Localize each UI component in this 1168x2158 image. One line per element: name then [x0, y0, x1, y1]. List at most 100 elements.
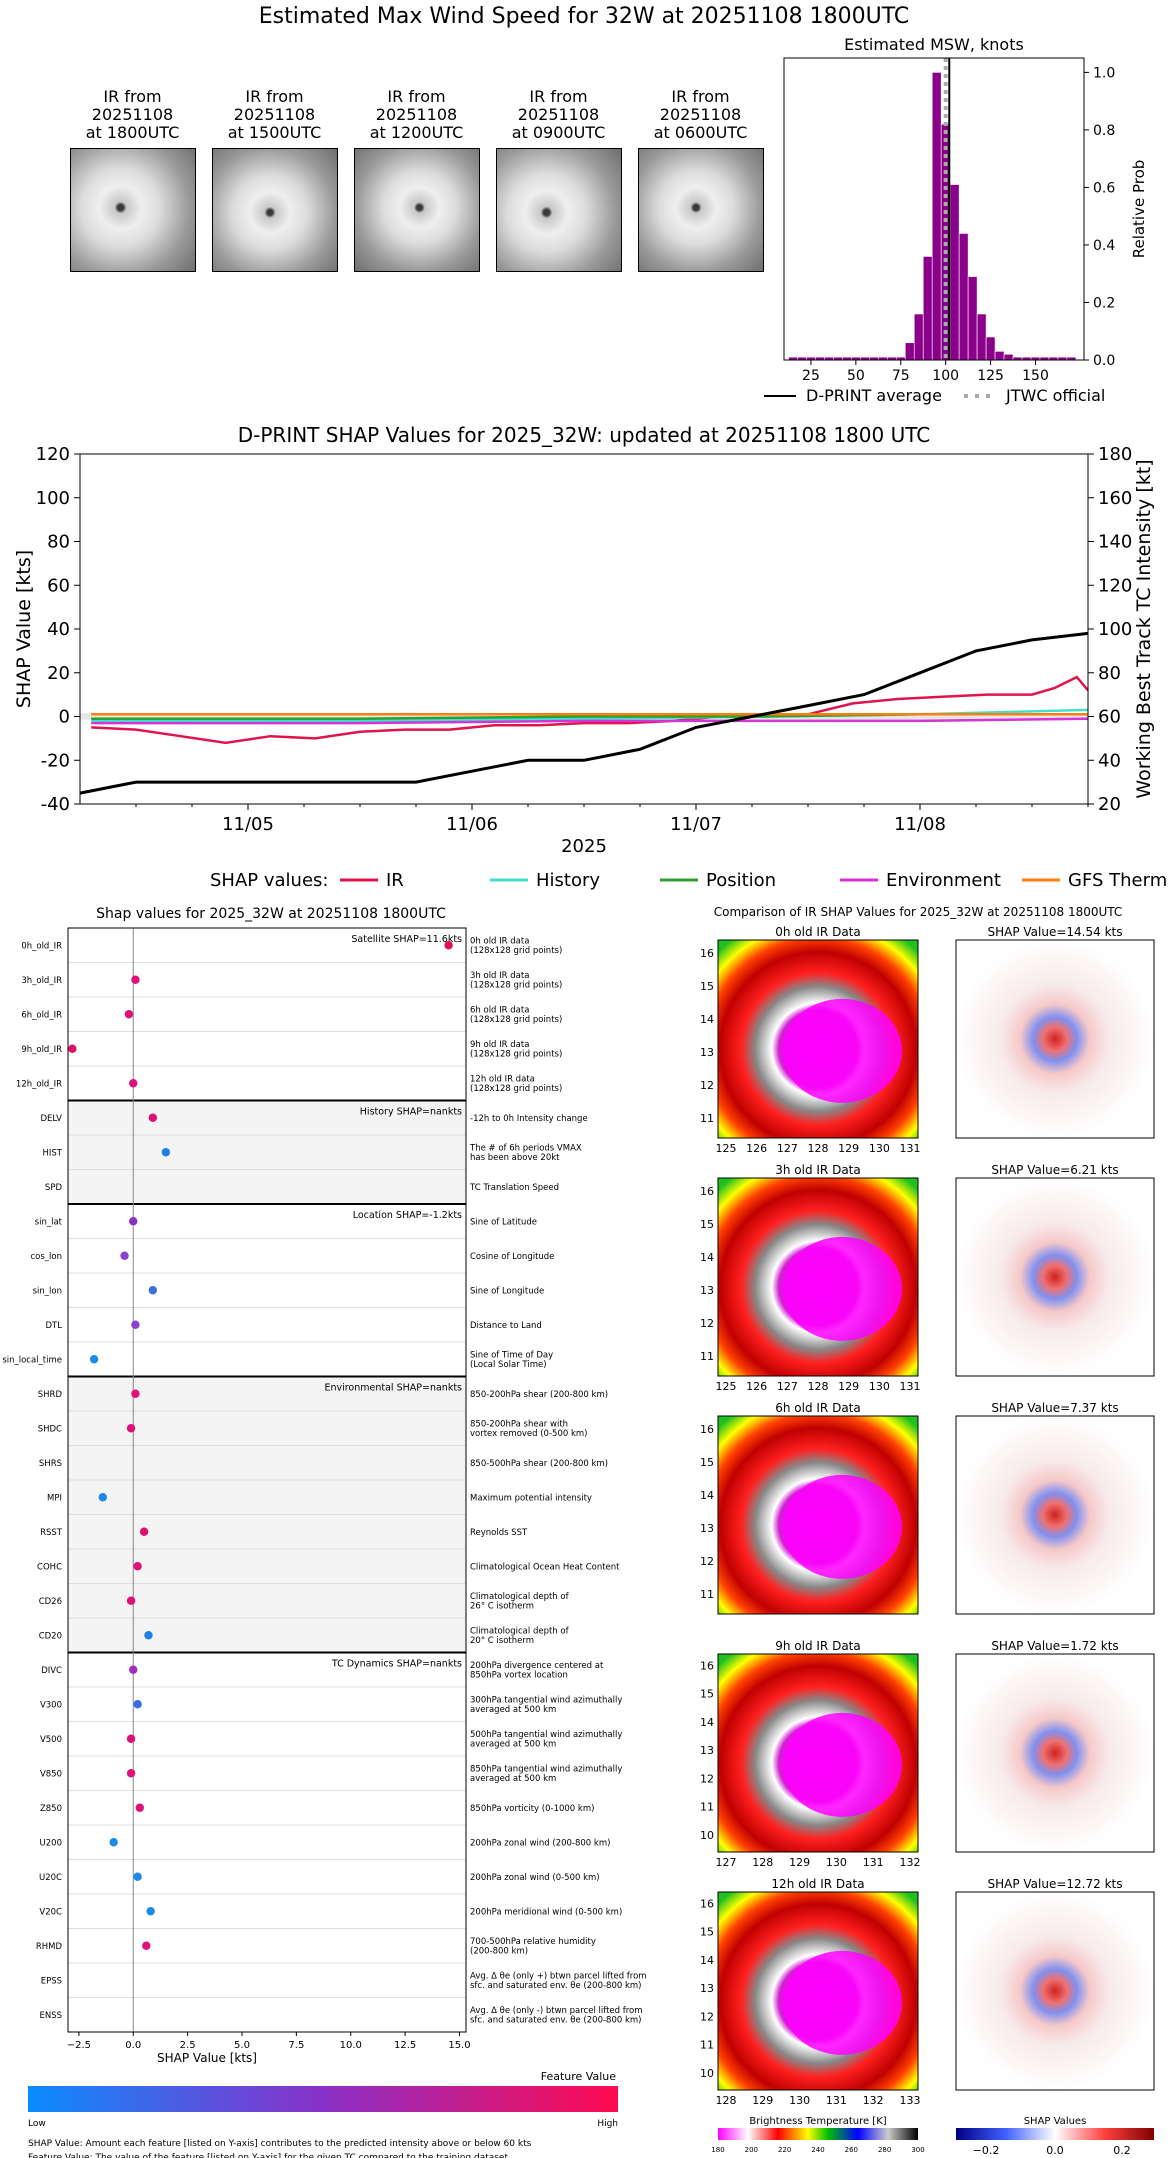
ir-xtick-label: 129 — [838, 1380, 859, 1393]
feature-xtick-label: 0.0 — [125, 2040, 141, 2051]
msw-ytick-label: 0.4 — [1093, 238, 1115, 254]
legend-dprint-label: D-PRINT average — [806, 386, 942, 405]
group-label: Satellite SHAP=11.6kts — [351, 934, 462, 945]
ts-title: D-PRINT SHAP Values for 2025_32W: update… — [238, 423, 930, 447]
group-label: History SHAP=nankts — [360, 1107, 462, 1118]
ts-ytick-label: -40 — [41, 794, 70, 815]
feature-description-line: 0h old IR data — [470, 936, 529, 946]
ir-cold-cloud-top — [782, 1236, 902, 1341]
feature-description-line: 500hPa tangential wind azimuthally — [470, 1730, 622, 1740]
ir-panel-frame — [717, 1415, 919, 1615]
ir-ytick-label: 16 — [700, 1185, 714, 1198]
msw-histogram-chart: Estimated MSW, knots 25 50 75 100 125 150 0.0 0.… — [764, 35, 1148, 405]
feature-description: 200hPa meridional wind (0-500 km) — [470, 1907, 622, 1917]
ir-thumbnail-label: IR from 20251108 at 1500UTC — [227, 87, 322, 142]
ir-thumbnail-image — [638, 148, 764, 272]
ir-ytick-label: 15 — [700, 1926, 714, 1939]
ir-xtick-label: 131 — [900, 1142, 921, 1155]
feature-xlabel: SHAP Value [kts] — [157, 2051, 257, 2065]
ts-ytick-right-label: 20 — [1098, 794, 1121, 815]
ts-legend-label: Environment — [886, 870, 1001, 891]
feature-description: 850-200hPa shear (200-800 km) — [470, 1390, 608, 1400]
msw-title: Estimated MSW, knots — [844, 35, 1024, 54]
ts-ytick-label: 80 — [47, 532, 70, 553]
shap-colorbar-tick: 0.2 — [1113, 2144, 1131, 2157]
feature-name: RSST — [40, 1528, 63, 1538]
ir-xtick-label: 131 — [826, 2094, 847, 2107]
ir-cold-cloud-top — [782, 998, 902, 1103]
ir-thumbnail-image — [354, 148, 480, 272]
shap-panel-image — [955, 1653, 1155, 1853]
msw-xtick-label: 75 — [892, 368, 910, 384]
feature-panel-title: Shap values for 2025_32W at 20251108 180… — [96, 906, 446, 922]
group-label: Location SHAP=-1.2kts — [353, 1210, 462, 1221]
feature-description-line: 850hPa tangential wind azimuthally — [470, 1764, 622, 1774]
ir-xtick-label: 132 — [900, 1856, 921, 1869]
feature-description-line: TC Translation Speed — [469, 1183, 559, 1193]
ir-ytick-label: 11 — [700, 1350, 714, 1363]
msw-ytick-label: 0.0 — [1093, 353, 1115, 369]
ts-ytick-label: 20 — [47, 663, 70, 684]
msw-ytick-label: 0.6 — [1093, 180, 1115, 196]
ts-ytick-label: 60 — [47, 575, 70, 596]
ir-xtick-label: 127 — [716, 1856, 737, 1869]
series-line-tc-intensity — [79, 631, 1089, 795]
msw-bar — [949, 184, 960, 361]
msw-xtick-label: 125 — [977, 368, 1004, 384]
ir-xtick-label: 128 — [808, 1380, 829, 1393]
ir-ytick-label: 14 — [700, 1954, 714, 1967]
ts-axes-frame — [79, 453, 1089, 805]
feature-description-line: 200hPa meridional wind (0-500 km) — [470, 1907, 622, 1917]
feature-name: 6h_old_IR — [21, 1010, 62, 1020]
feature-description: 200hPa divergence centered at 850hPa vort… — [470, 1661, 604, 1681]
feature-description: Avg. Δ θe (only -) btwn parcel lifted fr… — [470, 2006, 643, 2026]
group-background — [68, 1100, 466, 1204]
feature-xtick-label: 5.0 — [234, 2040, 250, 2051]
ir-ytick-label: 13 — [700, 1284, 714, 1297]
main-title: Estimated Max Wind Speed for 32W at 2025… — [258, 4, 910, 29]
ir-ytick-label: 16 — [700, 947, 714, 960]
ir-ytick-label: 12 — [700, 1555, 714, 1568]
ir-ytick-label: 11 — [700, 2039, 714, 2052]
ts-ytick-right-label: 160 — [1098, 488, 1132, 509]
feature-dot — [126, 1596, 136, 1605]
feature-name: CD26 — [39, 1597, 62, 1607]
bt-colorbar-tick: 300 — [911, 2146, 924, 2154]
feature-description-line: Sine of Longitude — [470, 1286, 544, 1296]
feature-description-line: averaged at 500 km — [470, 1705, 556, 1715]
feature-description-line: 3h old IR data — [470, 971, 529, 981]
ts-ylabel-left: SHAP Value [kts] — [13, 550, 35, 708]
ir-xtick-label: 129 — [789, 1856, 810, 1869]
ir-ytick-label: 11 — [700, 1112, 714, 1125]
note-feature-value: Feature Value: The value of the feature … — [28, 2153, 508, 2158]
feature-description-line: has been above 20kt — [470, 1153, 560, 1163]
feature-description: 500hPa tangential wind azimuthally averag… — [470, 1730, 622, 1750]
feature-name: DIVC — [41, 1666, 62, 1676]
ts-legend-label: History — [536, 870, 600, 891]
feature-name: cos_lon — [30, 1252, 62, 1262]
feature-name: DELV — [40, 1114, 62, 1124]
ir-ytick-label: 13 — [700, 1046, 714, 1059]
feature-description-line: 6h old IR data — [470, 1005, 529, 1015]
feature-description-line: Distance to Land — [470, 1321, 542, 1331]
feature-description-line: Maximum potential intensity — [470, 1493, 592, 1503]
ir-ytick-label: 14 — [700, 1716, 714, 1729]
feature-description-line: Climatological depth of — [470, 1626, 570, 1636]
feature-description: 850hPa tangential wind azimuthally averag… — [470, 1764, 622, 1784]
feature-description: The # of 6h periods VMAX has been above 2… — [469, 1143, 582, 1163]
ir-cold-cloud-top — [782, 1474, 902, 1579]
msw-bar — [976, 313, 987, 361]
feature-description: Climatological Ocean Heat Content — [470, 1562, 620, 1572]
feature-description: 850-500hPa shear (200-800 km) — [470, 1459, 608, 1469]
ir-cold-cloud-top — [782, 1950, 902, 2055]
feature-description: 200hPa zonal wind (200-800 km) — [470, 1838, 610, 1848]
feature-xtick-label: 15.0 — [448, 2040, 470, 2051]
feature-dot — [126, 1424, 136, 1433]
feature-description-line: (200-800 km) — [470, 1946, 528, 1956]
feature-description-line: 850-200hPa shear (200-800 km) — [470, 1390, 608, 1400]
feature-name: V500 — [40, 1735, 62, 1745]
shap-panel-title: SHAP Value=1.72 kts — [991, 1639, 1118, 1653]
ir-xtick-label: 128 — [716, 2094, 737, 2107]
feature-description-line: sfc. and saturated env. θe (200-800 km) — [470, 1981, 642, 1991]
feature-dot — [68, 1044, 77, 1053]
